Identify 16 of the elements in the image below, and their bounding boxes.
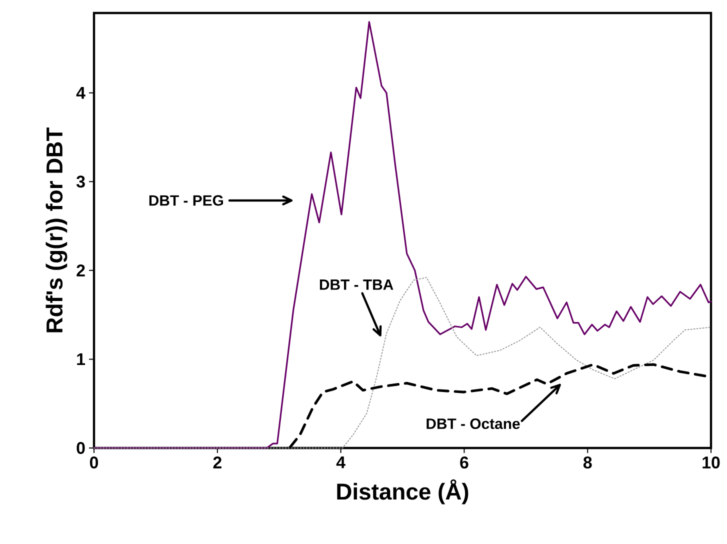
y-tick-label: 0 [76, 442, 85, 454]
x-tick-label: 8 [583, 456, 592, 468]
annotation: DBT - Octane [426, 418, 520, 429]
x-tick-label: 10 [702, 456, 720, 468]
x-tick-label: 6 [460, 456, 468, 468]
y-tick-label: 1 [77, 353, 86, 366]
annotation: DBT - TBA [320, 280, 394, 290]
x-tick-label: 0 [90, 456, 98, 468]
y-tick-label: 4 [76, 87, 86, 99]
annotation: DBT - PEG [149, 195, 223, 206]
x-axis-title: Distance (Å) [337, 479, 468, 504]
y-axis-title: Rdf's (g(r)) for DBT [46, 127, 68, 332]
x-tick-label: 2 [213, 456, 222, 468]
y-tick-label: 3 [76, 176, 85, 188]
y-tick-label: 2 [76, 264, 85, 276]
x-tick-label: 4 [336, 456, 346, 468]
